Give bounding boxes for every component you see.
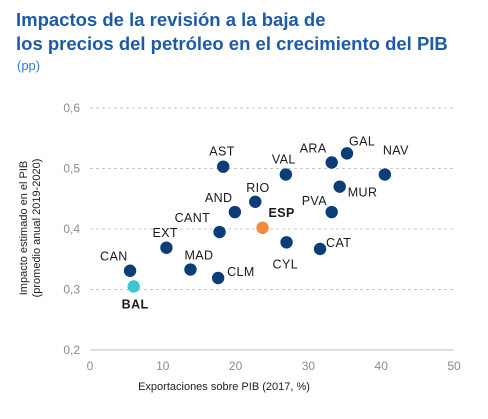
point-can [123, 264, 137, 277]
chart-subtitle: (pp) [17, 58, 41, 73]
point-cant [213, 225, 226, 239]
point-clm [211, 271, 225, 285]
y-tick-label: 0,4 [63, 222, 80, 236]
x-tick-label: 0 [87, 359, 94, 373]
point-label-and: AND [205, 191, 233, 205]
point-gal [340, 147, 354, 160]
point-ara [325, 156, 338, 169]
x-axis-label: Exportaciones sobre PIB (2017, %) [138, 381, 310, 393]
point-label-cat: CAT [326, 236, 351, 250]
point-label-pva: PVA [302, 194, 328, 208]
point-bal [127, 280, 140, 293]
point-label-cyl: CYL [273, 257, 299, 271]
point-esp [256, 221, 269, 234]
point-cat [313, 242, 327, 256]
chart-title-line-2: los precios del petróleo en el crecimien… [16, 33, 448, 54]
point-ext [160, 241, 173, 254]
point-label-cant: CANT [175, 211, 211, 225]
y-tick-label: 0,6 [63, 101, 80, 115]
point-label-esp: ESP [269, 206, 295, 220]
point-and [228, 205, 242, 219]
point-label-ext: EXT [152, 226, 178, 240]
point-label-gal: GAL [349, 134, 375, 148]
chart-title-line-1: Impactos de la revisión a la baja de [16, 9, 326, 30]
x-tick-label: 40 [375, 359, 389, 373]
y-tick-label: 0,3 [63, 283, 80, 297]
point-label-val: VAL [272, 153, 296, 167]
data-points [123, 147, 392, 293]
y-tick-label: 0,2 [63, 343, 80, 357]
x-tick-label: 10 [156, 359, 170, 373]
point-label-ast: AST [209, 145, 235, 159]
y-axis-label-line-2: (promedio anual 2019-2020) [31, 159, 43, 298]
y-axis-label-line-1: Impacto estimado en el PIB [18, 161, 30, 296]
grid-lines [90, 107, 454, 351]
point-label-nav: NAV [383, 144, 409, 158]
x-tick-label: 20 [229, 359, 243, 373]
x-tick-label: 50 [447, 359, 461, 373]
point-mur [333, 180, 346, 193]
point-label-rio: RIO [246, 181, 269, 195]
point-val [279, 168, 293, 181]
point-nav [378, 168, 392, 181]
point-label-bal: BAL [122, 297, 149, 311]
point-pva [325, 205, 338, 219]
y-axis-label: Impacto estimado en el PIB (promedio anu… [18, 159, 43, 298]
point-cyl [280, 236, 293, 249]
point-label-mad: MAD [184, 249, 213, 263]
chart-title: Impactos de la revisión a la baja de los… [16, 8, 448, 56]
point-label-clm: CLM [227, 265, 255, 279]
tick-labels: 0,2 0,3 0,4 0,5 0,6 0 10 20 30 40 50 [63, 101, 461, 373]
point-label-mur: MUR [348, 186, 378, 200]
point-label-ara: ARA [300, 141, 327, 155]
point-mad [184, 263, 197, 276]
point-rio [249, 195, 262, 208]
point-label-can: CAN [100, 250, 128, 264]
x-tick-label: 30 [302, 359, 316, 373]
point-ast [217, 160, 230, 173]
y-tick-label: 0,5 [63, 162, 80, 176]
